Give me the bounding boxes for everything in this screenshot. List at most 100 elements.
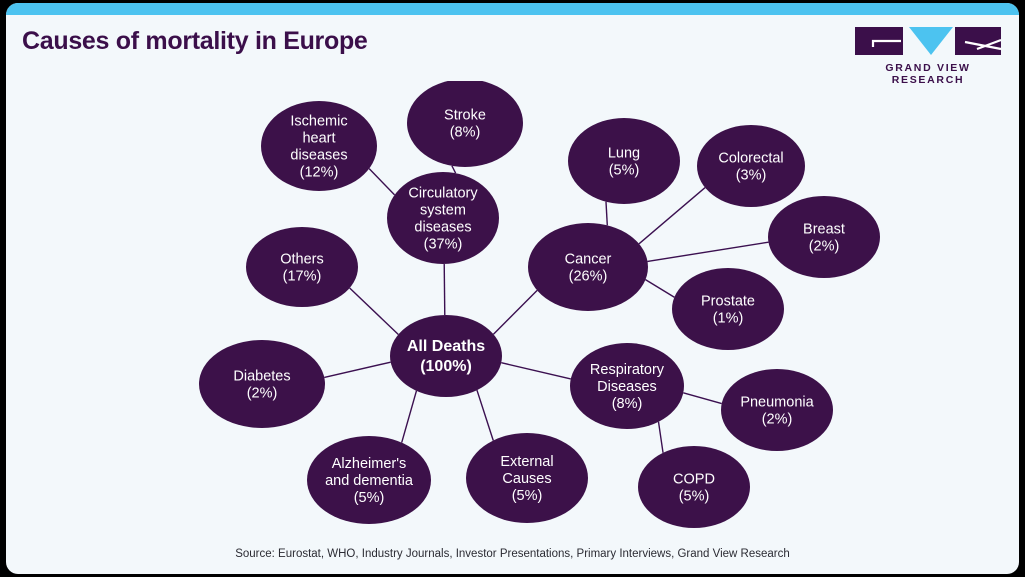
node-label-external-line-0: External (500, 454, 553, 470)
edge-circulatory-to-stroke (451, 165, 457, 174)
node-label-circulatory-line-1: system (420, 203, 466, 219)
node-label-others-line-0: Others (280, 252, 324, 268)
node-label-ischemic-line-1: heart (302, 131, 335, 147)
node-label-alzheimers-line-0: Alzheimer's (332, 456, 406, 472)
gvr-logo-mark (855, 27, 1002, 55)
node-label-alzheimers-line-1: and dementia (325, 473, 414, 489)
logo-r-block (955, 27, 1001, 55)
node-copd[interactable]: COPD(5%) (638, 446, 750, 528)
edge-cancer-to-lung (605, 201, 608, 226)
node-label-lung-line-1: (5%) (609, 163, 640, 179)
node-others[interactable]: Others(17%) (246, 227, 358, 307)
node-label-circulatory-line-2: diseases (414, 220, 471, 236)
node-label-pneumonia-line-0: Pneumonia (740, 395, 814, 411)
node-label-circulatory-line-0: Circulatory (408, 186, 478, 202)
node-ellipse-cancer (528, 223, 648, 311)
edge-layer (324, 165, 769, 453)
node-label-breast-line-0: Breast (803, 222, 845, 238)
node-ellipse-ischemic (261, 101, 377, 191)
node-label-ischemic-line-3: (12%) (300, 165, 339, 181)
edge-all_deaths-to-diabetes (324, 361, 391, 379)
logo-g-notch (871, 39, 901, 47)
node-label-prostate-line-1: (1%) (713, 311, 744, 327)
node-label-circulatory-line-3: (37%) (424, 237, 463, 253)
edge-all_deaths-to-external (476, 389, 494, 441)
node-ellipse-all_deaths (390, 315, 502, 397)
node-diabetes[interactable]: Diabetes(2%) (199, 340, 325, 428)
node-label-diabetes-line-1: (2%) (247, 386, 278, 402)
edge-all_deaths-to-cancer (492, 289, 538, 335)
brand-logo: GRAND VIEW RESEARCH (853, 25, 1003, 86)
node-ellipse-others (246, 227, 358, 307)
node-label-ischemic-line-2: diseases (290, 148, 347, 164)
node-label-respiratory-line-0: Respiratory (590, 362, 665, 378)
logo-v-triangle (909, 27, 953, 55)
node-label-respiratory-line-2: (8%) (612, 396, 643, 412)
node-label-others-line-1: (17%) (283, 269, 322, 285)
node-ellipse-stroke (407, 81, 523, 167)
node-layer: All Deaths(100%)Circulatorysystemdisease… (199, 81, 880, 528)
node-label-stroke-line-0: Stroke (444, 108, 486, 124)
node-breast[interactable]: Breast(2%) (768, 196, 880, 278)
node-ellipse-colorectal (697, 125, 805, 207)
node-label-all_deaths-line-0: All Deaths (407, 338, 485, 355)
edge-respiratory-to-copd (657, 421, 664, 453)
node-label-lung-line-0: Lung (608, 146, 640, 162)
node-label-prostate-line-0: Prostate (701, 294, 755, 310)
node-prostate[interactable]: Prostate(1%) (672, 268, 784, 350)
source-caption: Source: Eurostat, WHO, Industry Journals… (235, 548, 790, 560)
node-ellipse-circulatory (387, 172, 499, 264)
node-label-copd-line-1: (5%) (679, 489, 710, 505)
edge-all_deaths-to-alzheimers (401, 390, 418, 443)
edge-cancer-to-breast (647, 241, 769, 263)
brand-name: GRAND VIEW RESEARCH (885, 62, 971, 86)
edge-all_deaths-to-respiratory (501, 362, 571, 380)
node-ellipse-external (466, 433, 588, 523)
node-ellipse-pneumonia (721, 369, 833, 451)
edge-all_deaths-to-others (349, 287, 399, 335)
node-cancer[interactable]: Cancer(26%) (528, 223, 648, 311)
node-label-respiratory-line-1: Diseases (597, 379, 657, 395)
node-label-copd-line-0: COPD (673, 472, 715, 488)
node-label-cancer-line-1: (26%) (569, 269, 608, 285)
edge-respiratory-to-pneumonia (683, 392, 722, 405)
node-ellipse-prostate (672, 268, 784, 350)
edge-circulatory-to-ischemic (368, 168, 396, 196)
edge-all_deaths-to-circulatory (443, 263, 446, 316)
node-label-diabetes-line-0: Diabetes (233, 369, 290, 385)
edge-cancer-to-colorectal (638, 187, 706, 245)
node-ellipse-alzheimers (307, 436, 431, 524)
node-label-external-line-1: Causes (502, 471, 551, 487)
node-stroke[interactable]: Stroke(8%) (407, 81, 523, 167)
node-label-external-line-2: (5%) (512, 488, 543, 504)
node-label-all_deaths-line-1: (100%) (420, 358, 472, 375)
node-label-breast-line-1: (2%) (809, 239, 840, 255)
node-all_deaths[interactable]: All Deaths (100%) (390, 315, 502, 397)
node-ellipse-breast (768, 196, 880, 278)
node-ellipse-respiratory (570, 343, 684, 429)
node-colorectal[interactable]: Colorectal(3%) (697, 125, 805, 207)
logo-r-strokes (964, 38, 1002, 51)
node-lung[interactable]: Lung(5%) (568, 118, 680, 204)
infographic-card: Causes of mortality in Europe GRAND VIEW… (6, 3, 1019, 574)
node-ellipse-lung (568, 118, 680, 204)
node-ellipse-copd (638, 446, 750, 528)
node-label-cancer-line-0: Cancer (565, 252, 612, 268)
node-pneumonia[interactable]: Pneumonia(2%) (721, 369, 833, 451)
edge-cancer-to-prostate (645, 279, 675, 298)
node-label-stroke-line-1: (8%) (450, 125, 481, 141)
node-label-pneumonia-line-1: (2%) (762, 412, 793, 428)
node-label-ischemic-line-0: Ischemic (290, 114, 347, 130)
node-ellipse-diabetes (199, 340, 325, 428)
node-label-colorectal-line-1: (3%) (736, 168, 767, 184)
page-title: Causes of mortality in Europe (22, 27, 368, 55)
mortality-node-diagram: All Deaths(100%)Circulatorysystemdisease… (199, 81, 880, 528)
node-label-alzheimers-line-2: (5%) (354, 490, 385, 506)
node-label-colorectal-line-0: Colorectal (718, 151, 783, 167)
accent-top-bar (6, 3, 1019, 15)
